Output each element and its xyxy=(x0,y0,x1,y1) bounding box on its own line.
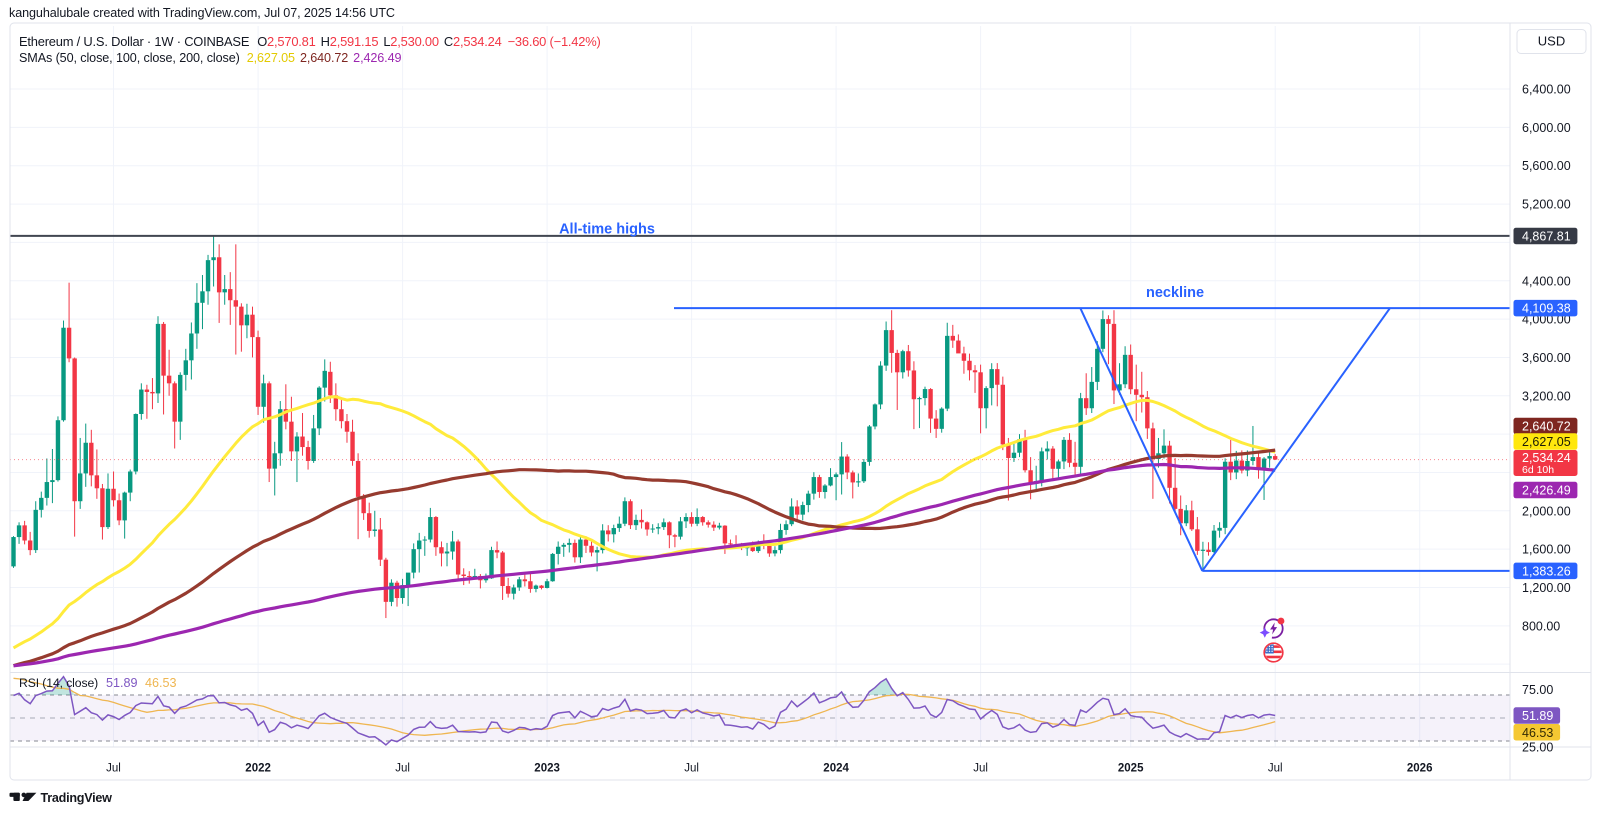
svg-text:5,600.00: 5,600.00 xyxy=(1522,159,1571,173)
svg-text:6,000.00: 6,000.00 xyxy=(1522,121,1571,135)
svg-text:2022: 2022 xyxy=(245,763,271,775)
svg-text:1,600.00: 1,600.00 xyxy=(1522,543,1571,557)
svg-text:RSI (14, close): RSI (14, close) xyxy=(19,676,98,690)
svg-text:2025: 2025 xyxy=(1118,763,1144,775)
svg-text:1,200.00: 1,200.00 xyxy=(1522,581,1571,595)
svg-text:Jul: Jul xyxy=(973,763,988,775)
svg-text:46.53: 46.53 xyxy=(145,676,177,690)
svg-text:4,109.38: 4,109.38 xyxy=(1522,302,1571,316)
svg-text:2,000.00: 2,000.00 xyxy=(1522,504,1571,518)
svg-text:SMAs (50, close, 100, close, 2: SMAs (50, close, 100, close, 200, close)… xyxy=(19,51,401,65)
svg-text:2,627.05: 2,627.05 xyxy=(1522,435,1571,449)
svg-text:Jul: Jul xyxy=(1268,763,1283,775)
svg-text:neckline: neckline xyxy=(1146,285,1204,301)
svg-text:1,383.26: 1,383.26 xyxy=(1522,564,1571,578)
svg-text:4,867.81: 4,867.81 xyxy=(1522,229,1571,243)
svg-text:2024: 2024 xyxy=(823,763,849,775)
svg-text:51.89: 51.89 xyxy=(106,676,138,690)
svg-text:All-time highs: All-time highs xyxy=(559,222,655,238)
svg-text:3,600.00: 3,600.00 xyxy=(1522,351,1571,365)
svg-text:2,426.49: 2,426.49 xyxy=(1522,484,1571,498)
svg-text:USD: USD xyxy=(1538,34,1565,49)
svg-text:2026: 2026 xyxy=(1407,763,1433,775)
svg-text:kanguhalubale created with Tra: kanguhalubale created with TradingView.c… xyxy=(9,6,395,20)
svg-text:46.53: 46.53 xyxy=(1522,726,1553,740)
svg-text:800.00: 800.00 xyxy=(1522,619,1560,633)
svg-text:51.89: 51.89 xyxy=(1522,709,1553,723)
svg-text:Jul: Jul xyxy=(106,763,121,775)
svg-text:2,534.24: 2,534.24 xyxy=(1522,451,1571,465)
svg-text:Jul: Jul xyxy=(684,763,699,775)
svg-text:6d 10h: 6d 10h xyxy=(1522,464,1554,476)
svg-text:5,200.00: 5,200.00 xyxy=(1522,198,1571,212)
svg-text:3,200.00: 3,200.00 xyxy=(1522,389,1571,403)
svg-text:2023: 2023 xyxy=(534,763,560,775)
svg-text:25.00: 25.00 xyxy=(1522,740,1553,754)
svg-text:2,640.72: 2,640.72 xyxy=(1522,420,1571,434)
svg-text:TradingView: TradingView xyxy=(41,791,113,805)
svg-text:4,400.00: 4,400.00 xyxy=(1522,274,1571,288)
svg-text:Ethereum / U.S. Dollar · 1W ·: Ethereum / U.S. Dollar · 1W · COINBASE O2… xyxy=(19,34,601,49)
svg-text:75.00: 75.00 xyxy=(1522,683,1553,697)
svg-text:6,400.00: 6,400.00 xyxy=(1522,83,1571,97)
svg-text:Jul: Jul xyxy=(395,763,410,775)
